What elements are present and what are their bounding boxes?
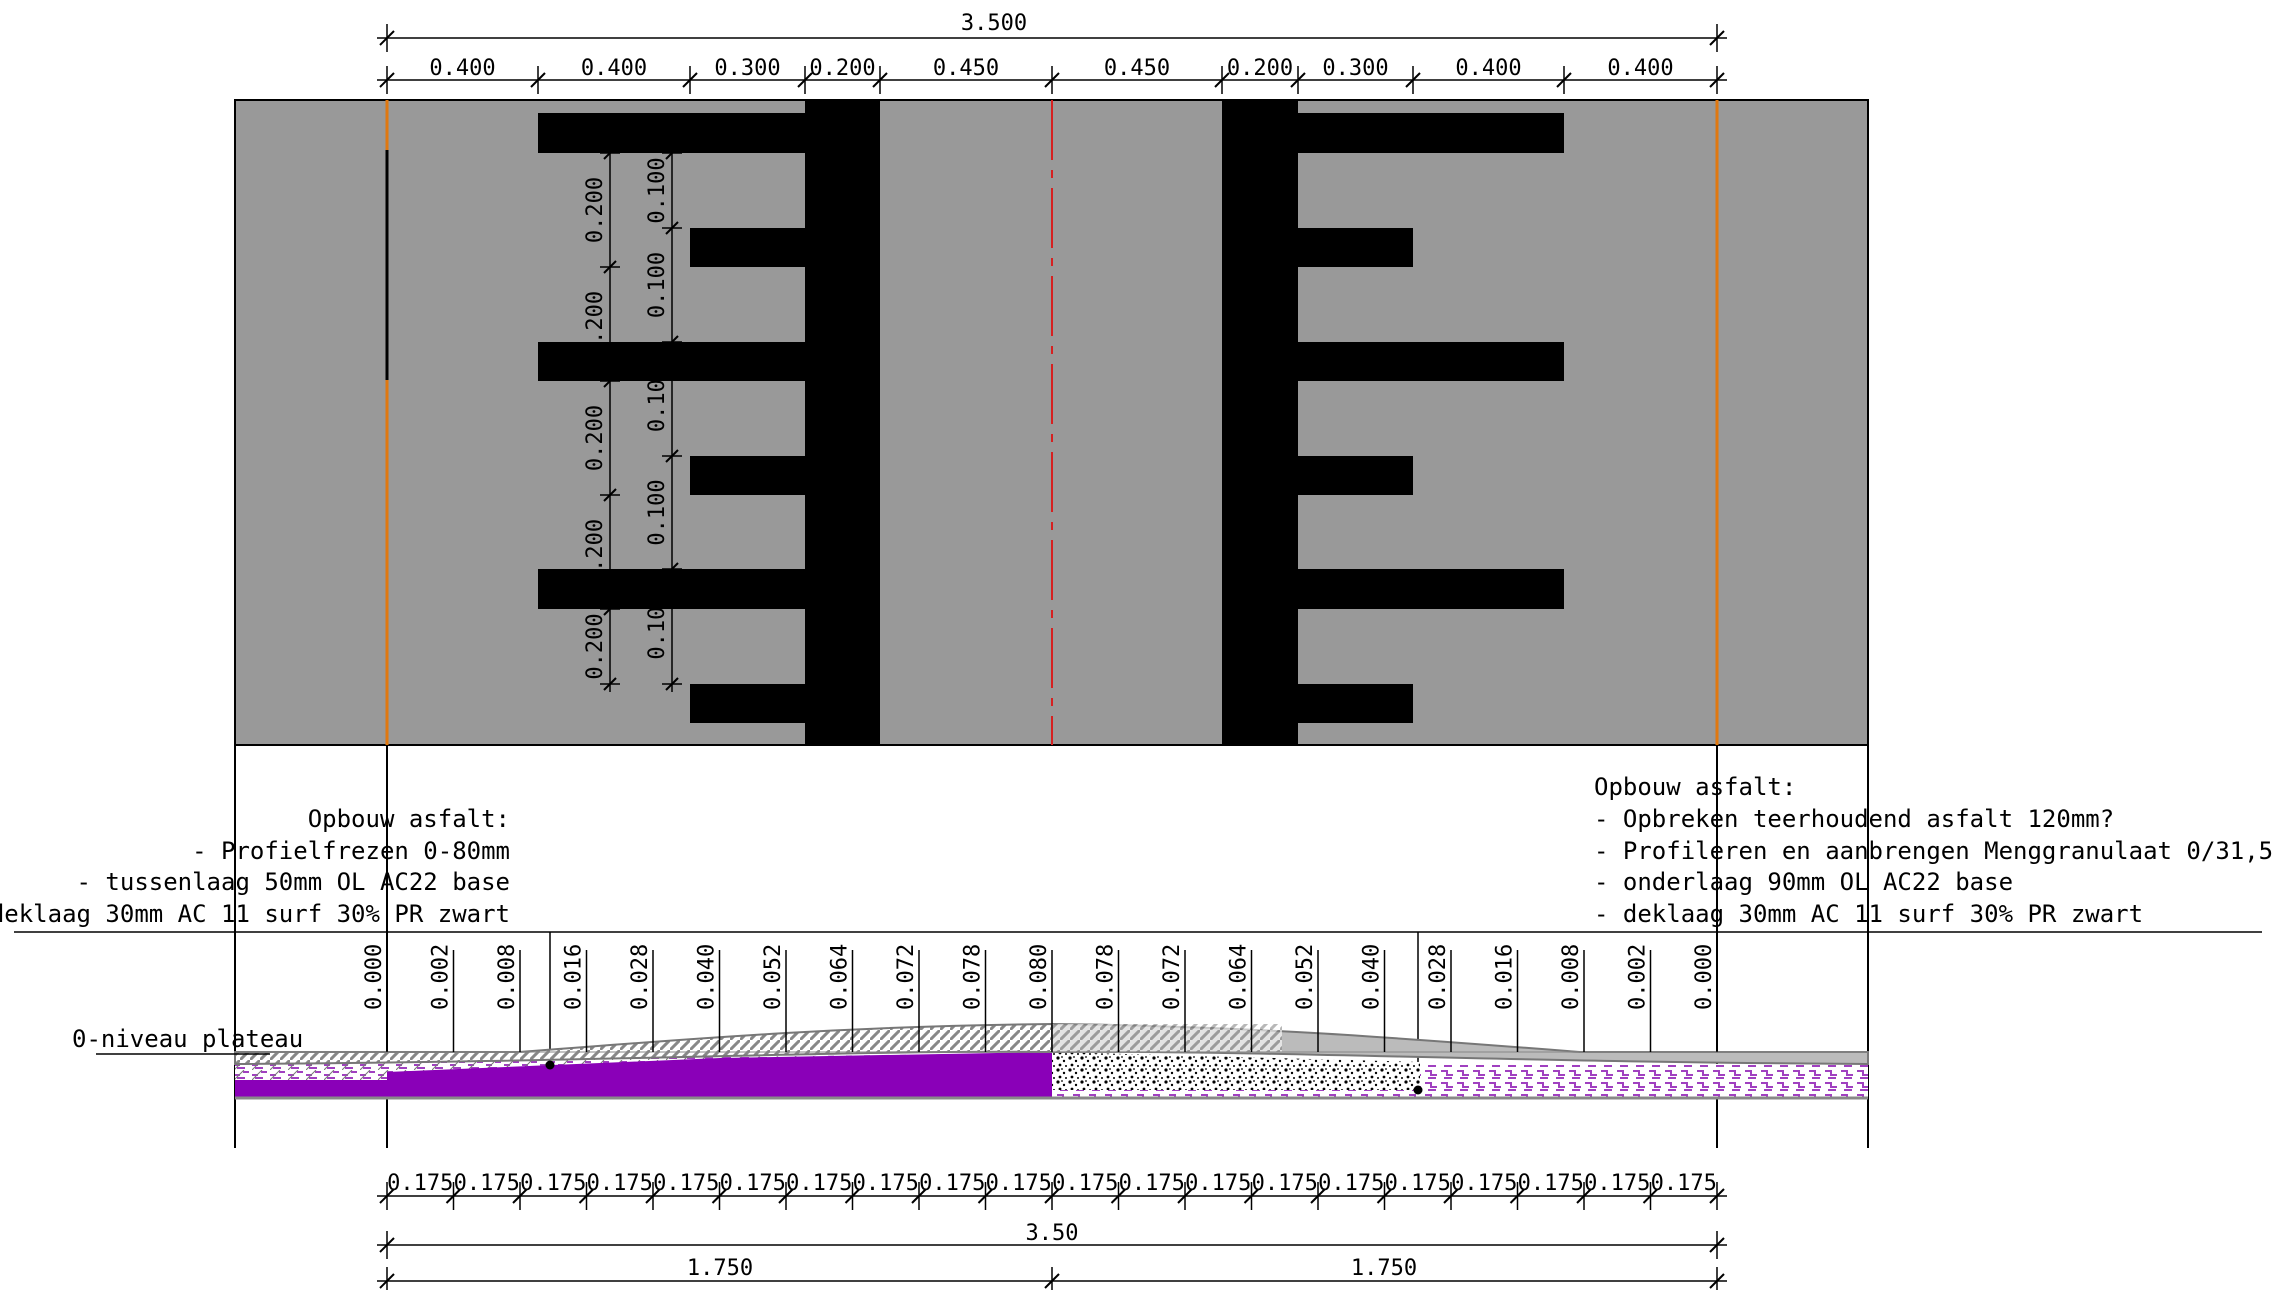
top-segment-dimension: 0.400	[581, 56, 647, 81]
notes-left-title: Opbouw asfalt:	[308, 805, 510, 833]
marking-tooth-short	[1298, 456, 1413, 495]
bottom-step-dimension: 0.175	[520, 1171, 586, 1196]
bottom-step-dimension: 0.175	[1518, 1171, 1584, 1196]
notes-right-line: - deklaag 30mm AC 11 surf 30% PR zwart	[1594, 900, 2143, 928]
marking-tooth-short	[1298, 228, 1413, 267]
bottom-step-dimension: 0.175	[1318, 1171, 1384, 1196]
top-segment-dimension: 0.400	[429, 56, 495, 81]
height-label: 0.052	[761, 944, 786, 1010]
notes-left: Opbouw asfalt: - Profielfrezen 0-80mm - …	[0, 805, 510, 928]
vertical-dimension: 0.200	[583, 405, 608, 471]
height-label: 0.064	[1227, 944, 1252, 1010]
marking-tooth-short	[690, 228, 805, 267]
height-label: 0.052	[1293, 944, 1318, 1010]
top-segment-dimension: 0.200	[1227, 56, 1293, 81]
height-label: 0.008	[495, 944, 520, 1010]
vertical-dimension: 0.100	[645, 479, 670, 545]
height-label: 0.072	[1160, 944, 1185, 1010]
zero-level-label: 0-niveau plateau	[72, 1025, 303, 1053]
vertical-dimension: 0.100	[645, 593, 670, 659]
height-label: 0.028	[1426, 944, 1451, 1010]
bottom-step-dimension: 0.175	[1584, 1171, 1650, 1196]
bottom-step-dimension: 0.175	[1052, 1171, 1118, 1196]
top-segment-dimension: 0.450	[933, 56, 999, 81]
bottom-step-dimension: 0.175	[1252, 1171, 1318, 1196]
notes-left-line: - Profielfrezen 0-80mm	[192, 837, 510, 865]
height-label: 0.002	[429, 944, 454, 1010]
top-total-dimension: 3.500	[961, 11, 1027, 36]
height-label: 0.016	[562, 944, 587, 1010]
height-label: 0.078	[961, 944, 986, 1010]
marking-bar-left	[805, 100, 880, 745]
bottom-step-dimension: 0.175	[1385, 1171, 1451, 1196]
height-label: 0.002	[1626, 944, 1651, 1010]
vertical-dimensions: 0.200 0.200 0.200 0.200 0.200 0.100 0.100 0.100…	[583, 145, 682, 692]
bottom-step-dimension: 0.175	[919, 1171, 985, 1196]
marking-tooth-long	[1298, 569, 1564, 609]
height-label: 0.040	[1360, 944, 1385, 1010]
height-label: 0.016	[1493, 944, 1518, 1010]
reference-point	[545, 1060, 555, 1070]
bottom-step-dimension: 0.175	[1651, 1171, 1717, 1196]
bottom-step-dimension: 0.175	[1119, 1171, 1185, 1196]
marking-bar-right	[1222, 100, 1298, 745]
vertical-dimension: 0.100	[645, 252, 670, 318]
bottom-step-dimension: 0.175	[653, 1171, 719, 1196]
height-label: 0.040	[695, 944, 720, 1010]
height-labels: 0.000 0.002 0.008 0.016 0.028 0.040 0.052 0.064…	[362, 944, 1718, 1052]
marking-tooth-long	[1298, 113, 1564, 153]
bottom-step-dimension: 0.175	[986, 1171, 1052, 1196]
old-base-layer	[235, 1080, 1052, 1098]
notes-right: Opbouw asfalt: - Opbreken teerhoudend as…	[1594, 773, 2272, 928]
top-segment-dimension: 0.400	[1607, 56, 1673, 81]
notes-right-line: - Opbreken teerhoudend asfalt 120mm?	[1594, 805, 2114, 833]
bottom-total-dimension: 3.50	[1026, 1221, 1079, 1246]
notes-right-title: Opbouw asfalt:	[1594, 773, 1796, 801]
bottom-step-dimension: 0.175	[454, 1171, 520, 1196]
vertical-dimension: 0.200	[583, 613, 608, 679]
notes-right-line: - Profileren en aanbrengen Menggranulaat…	[1594, 837, 2272, 865]
vertical-dimension: 0.100	[645, 157, 670, 223]
bottom-step-dimension: 0.175	[853, 1171, 919, 1196]
top-dimension-chain: 0.400 0.400 0.300 0.200 0.450 0.450 0.200 0.300…	[377, 24, 1727, 94]
marking-tooth-short	[690, 684, 805, 723]
height-label: 0.028	[628, 944, 653, 1010]
bottom-half-dimension: 1.750	[687, 1256, 753, 1281]
marking-tooth-short	[690, 456, 805, 495]
bottom-step-dimension: 0.175	[720, 1171, 786, 1196]
bottom-dimension-chain: 0.175 0.175 0.175 0.175 0.175 0.175 0.175 0.175…	[377, 1171, 1727, 1290]
purple-wedge	[387, 1052, 1052, 1082]
height-label: 0.000	[1692, 944, 1717, 1010]
vertical-dimension: 0.100	[645, 366, 670, 432]
marking-tooth-short	[1298, 684, 1413, 723]
bottom-step-dimension: 0.175	[587, 1171, 653, 1196]
cross-section	[234, 1022, 1869, 1100]
bottom-step-dimension: 0.175	[1451, 1171, 1517, 1196]
top-segment-dimension: 0.400	[1455, 56, 1521, 81]
height-label: 0.008	[1559, 944, 1584, 1010]
height-label: 0.078	[1094, 944, 1119, 1010]
top-segment-dimension: 0.450	[1104, 56, 1170, 81]
vertical-dimension: 0.200	[583, 519, 608, 585]
height-label: 0.072	[894, 944, 919, 1010]
top-segment-dimension: 0.300	[1322, 56, 1388, 81]
marking-tooth-long	[1298, 342, 1564, 381]
vertical-dimension: 0.200	[583, 291, 608, 357]
notes-left-line: - tussenlaag 50mm OL AC22 base	[77, 868, 510, 896]
top-segment-dimension: 0.300	[714, 56, 780, 81]
granulate-layer	[1052, 1052, 1420, 1090]
reference-point	[1413, 1085, 1423, 1095]
bottom-half-dimension: 1.750	[1351, 1256, 1417, 1281]
bottom-step-dimension: 0.175	[786, 1171, 852, 1196]
height-label: 0.080	[1027, 944, 1052, 1010]
top-segment-dimension: 0.200	[809, 56, 875, 81]
vertical-dimension: 0.200	[583, 177, 608, 243]
height-label: 0.064	[828, 944, 853, 1010]
bottom-step-dimension: 0.175	[387, 1171, 453, 1196]
notes-right-line: - onderlaag 90mm OL AC22 base	[1594, 868, 2013, 896]
bottom-step-dimension: 0.175	[1185, 1171, 1251, 1196]
notes-left-line: - deklaag 30mm AC 11 surf 30% PR zwart	[0, 900, 510, 928]
height-label: 0.000	[362, 944, 387, 1010]
